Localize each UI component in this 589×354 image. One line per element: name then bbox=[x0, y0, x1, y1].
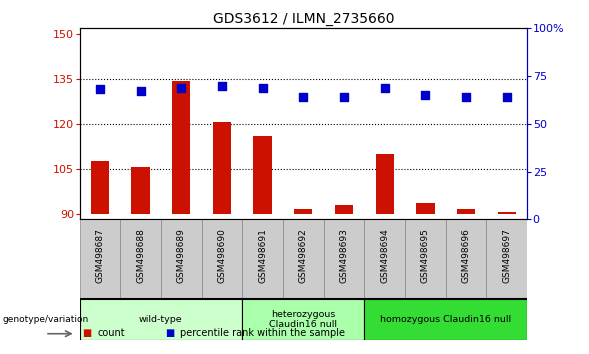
Bar bbox=[161, 219, 201, 299]
Text: genotype/variation: genotype/variation bbox=[3, 315, 89, 324]
Bar bbox=[91, 161, 109, 213]
Bar bbox=[416, 203, 435, 213]
Bar bbox=[242, 299, 365, 340]
Text: GSM498692: GSM498692 bbox=[299, 228, 308, 283]
Bar bbox=[242, 219, 283, 299]
Text: ■: ■ bbox=[165, 328, 174, 338]
Bar bbox=[283, 219, 324, 299]
Bar bbox=[487, 219, 527, 299]
Bar bbox=[120, 219, 161, 299]
Text: GSM498689: GSM498689 bbox=[177, 228, 186, 283]
Text: GSM498697: GSM498697 bbox=[502, 228, 511, 283]
Text: GSM498693: GSM498693 bbox=[339, 228, 349, 283]
Point bbox=[95, 87, 105, 92]
Point bbox=[258, 85, 267, 90]
Point bbox=[136, 88, 145, 94]
Point bbox=[502, 94, 511, 100]
Text: GSM498695: GSM498695 bbox=[421, 228, 430, 283]
Bar bbox=[131, 167, 150, 213]
Text: wild-type: wild-type bbox=[139, 315, 183, 324]
Text: homozygous Claudin16 null: homozygous Claudin16 null bbox=[380, 315, 511, 324]
Bar bbox=[201, 219, 242, 299]
Bar bbox=[498, 212, 516, 213]
Bar bbox=[376, 154, 394, 213]
Bar bbox=[324, 219, 365, 299]
Text: GSM498691: GSM498691 bbox=[258, 228, 267, 283]
Text: count: count bbox=[97, 328, 125, 338]
Bar bbox=[172, 81, 190, 213]
Point bbox=[217, 83, 227, 88]
Bar bbox=[253, 136, 272, 213]
Bar bbox=[80, 299, 242, 340]
Text: percentile rank within the sample: percentile rank within the sample bbox=[180, 328, 345, 338]
Point bbox=[461, 94, 471, 100]
Text: GSM498696: GSM498696 bbox=[462, 228, 471, 283]
Text: ■: ■ bbox=[82, 328, 92, 338]
Bar bbox=[365, 219, 405, 299]
Bar bbox=[405, 219, 446, 299]
Text: GSM498690: GSM498690 bbox=[217, 228, 226, 283]
Bar bbox=[446, 219, 487, 299]
Bar bbox=[80, 219, 120, 299]
Text: GSM498687: GSM498687 bbox=[95, 228, 104, 283]
Point bbox=[177, 85, 186, 90]
Text: GSM498694: GSM498694 bbox=[380, 228, 389, 283]
Bar bbox=[294, 209, 313, 213]
Text: heterozygous
Claudin16 null: heterozygous Claudin16 null bbox=[269, 310, 337, 329]
Point bbox=[299, 94, 308, 100]
Bar bbox=[457, 209, 475, 213]
Bar bbox=[365, 299, 527, 340]
Point bbox=[380, 85, 389, 90]
Title: GDS3612 / ILMN_2735660: GDS3612 / ILMN_2735660 bbox=[213, 12, 394, 26]
Text: GSM498688: GSM498688 bbox=[136, 228, 145, 283]
Bar bbox=[213, 122, 231, 213]
Point bbox=[421, 92, 430, 98]
Bar bbox=[335, 205, 353, 213]
Point bbox=[339, 94, 349, 100]
